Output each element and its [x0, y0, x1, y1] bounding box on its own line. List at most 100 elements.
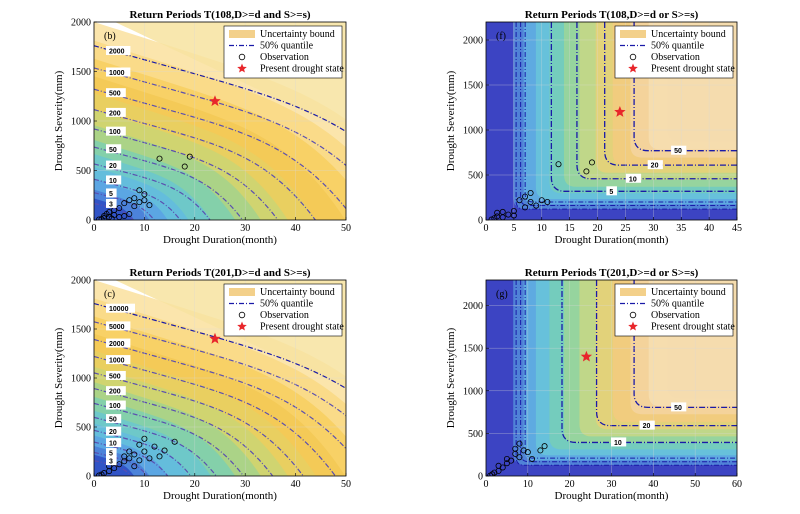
quantile-line — [94, 451, 148, 476]
contour-label-text: 200 — [109, 110, 121, 117]
quantile-line — [94, 460, 132, 476]
y-tick-label: 1000 — [463, 386, 483, 397]
legend-entry: Observation — [260, 52, 309, 63]
contour-label: 5 — [606, 186, 617, 196]
contour-label: 50 — [671, 402, 687, 412]
contour-label: 1000 — [106, 355, 131, 365]
quantile-line — [520, 22, 737, 207]
present-state-star — [209, 332, 221, 344]
quantile-line — [524, 280, 737, 459]
contour-label-text: 500 — [109, 373, 121, 380]
x-tick-label: 40 — [291, 223, 301, 234]
y-tick-label: 2000 — [71, 276, 91, 287]
x-tick-label: 40 — [291, 479, 301, 490]
legend-swatch-uncertainty — [229, 288, 255, 296]
panel-tag: (b) — [104, 31, 116, 42]
panel-tag: (g) — [496, 289, 508, 300]
observation-point — [499, 208, 506, 215]
contour-label: 20 — [647, 160, 663, 170]
quantile-line — [94, 402, 245, 476]
observation-point — [136, 187, 143, 194]
contour-label-text: 3 — [109, 459, 113, 466]
contour-label-text: 2000 — [109, 48, 125, 55]
quantile-line — [604, 22, 737, 166]
observation-point — [491, 469, 498, 476]
observation-point — [131, 451, 138, 458]
y-axis-label: Drought Severity(mm) — [445, 70, 457, 171]
legend-entry: 50% quantile — [260, 41, 314, 52]
contour-band — [486, 22, 737, 220]
observation-point — [495, 462, 502, 469]
contour-label: 20 — [106, 160, 122, 170]
x-tick-label: 50 — [341, 479, 351, 490]
y-tick-label: 1000 — [71, 374, 91, 385]
observation-point — [512, 445, 519, 452]
contour-band — [486, 280, 737, 476]
x-tick-label: 50 — [341, 223, 351, 234]
contour-label: 20 — [106, 426, 122, 436]
y-tick-label: 1500 — [71, 325, 91, 336]
observation-point — [544, 198, 551, 205]
observation-point — [533, 202, 540, 209]
y-axis-label: Drought Severity(mm) — [53, 70, 65, 171]
chart-title: Return Periods T(108,D>=d and S>=s) — [129, 9, 310, 21]
x-tick-label: 35 — [676, 223, 686, 234]
observation-point — [527, 189, 534, 196]
observation-point — [516, 197, 523, 204]
quantile-line — [561, 280, 737, 444]
quantile-line — [515, 280, 737, 466]
x-tick-label: 30 — [607, 479, 617, 490]
observation-point — [126, 197, 133, 204]
contour-label-text: 50 — [674, 405, 682, 412]
x-tick-label: 10 — [537, 223, 547, 234]
observation-point — [541, 443, 548, 450]
contour-label-text: 10 — [109, 178, 117, 185]
contour-label: 50 — [671, 145, 687, 155]
legend-swatch-uncertainty — [229, 30, 255, 38]
observation-point — [136, 457, 143, 464]
quantile-line — [94, 146, 244, 220]
panel-g: 50 20 10 0 10 20 30 40 50 60 0 500 1000 1500 2000 Retur… — [445, 267, 742, 502]
quantile-line — [515, 22, 737, 210]
legend-entry: 50% quantile — [651, 41, 705, 52]
quantile-line — [576, 22, 737, 180]
x-axis-label: Drought Duration(month) — [163, 490, 277, 502]
observation-point — [161, 447, 168, 454]
observation-point — [555, 161, 562, 168]
observation-point — [141, 197, 148, 204]
panel-tag: (c) — [104, 289, 115, 300]
observation-point — [494, 213, 501, 220]
contour-label: 10 — [106, 175, 122, 185]
legend-entry: Uncertainty bound — [651, 287, 726, 298]
y-tick-label: 1500 — [463, 344, 483, 355]
quantile-line — [94, 128, 279, 220]
contour-label-text: 10 — [614, 440, 622, 447]
contour-label: 10 — [106, 438, 122, 448]
legend-entry: Present drought state — [651, 64, 735, 75]
contour-label-text: 2000 — [109, 341, 125, 348]
observation-point — [522, 204, 529, 211]
legend-swatch-observation — [238, 53, 246, 61]
x-tick-label: 0 — [92, 479, 97, 490]
observation-point — [516, 440, 523, 447]
observation-point — [505, 211, 512, 218]
y-tick-label: 500 — [468, 429, 483, 440]
legend-entry: Present drought state — [260, 64, 344, 75]
contour-label: 20 — [639, 420, 655, 430]
y-tick-label: 2000 — [463, 301, 483, 312]
legend-swatch-star — [237, 63, 247, 73]
contour-label: 10 — [625, 173, 642, 183]
plot-area — [94, 22, 346, 220]
x-tick-label: 40 — [704, 223, 714, 234]
contour-label-text: 5 — [109, 451, 113, 458]
x-tick-label: 10 — [523, 479, 533, 490]
contour-label-text: 50 — [109, 147, 117, 154]
contour-label: 200 — [106, 107, 126, 117]
observation-point — [126, 455, 133, 462]
observation-point — [131, 203, 138, 210]
x-tick-label: 20 — [593, 223, 603, 234]
observation-point — [510, 207, 517, 214]
